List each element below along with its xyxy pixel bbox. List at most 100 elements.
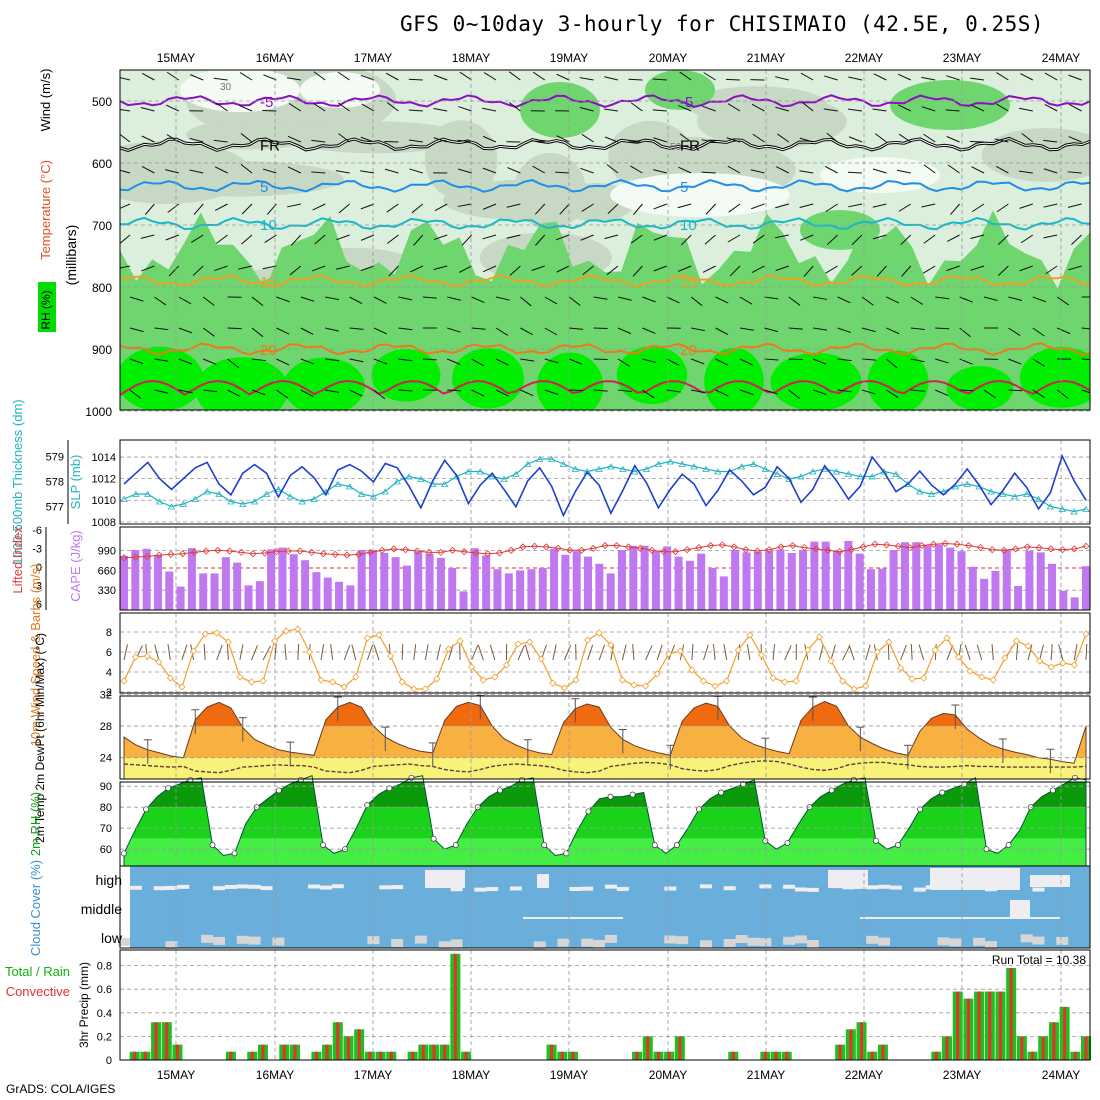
wind-barb <box>360 265 375 272</box>
lifted-index-point <box>648 546 656 554</box>
wind-barb <box>604 136 619 143</box>
wind-barb <box>1056 389 1069 399</box>
lifted-index-point <box>284 547 292 555</box>
wind-speed-point <box>746 631 754 639</box>
wind-barb-10m <box>563 645 572 661</box>
wind-barb <box>325 358 340 362</box>
cape-bar <box>912 542 921 610</box>
thickness-point <box>369 493 378 500</box>
wind-speed-point <box>526 638 534 646</box>
wind-barb <box>630 234 643 244</box>
wind-barb <box>241 203 253 215</box>
lifted-index-point <box>237 548 245 556</box>
precip-bar-convective <box>1084 1036 1088 1060</box>
wind-barb <box>593 296 608 300</box>
lifted-index-point <box>753 547 762 555</box>
wind-barb-10m <box>712 644 716 661</box>
wind-barb <box>238 104 253 112</box>
upper-air-field: -5-5FRFR55101015152020305070 <box>120 70 1090 410</box>
wind-barb <box>848 136 863 143</box>
wind-barb <box>617 296 632 301</box>
wind-barb <box>559 203 570 215</box>
wind-barb <box>1008 358 1022 365</box>
wind-barb <box>214 203 228 211</box>
precip-bar-convective <box>325 1044 329 1060</box>
cloud-level-label: low <box>101 930 123 946</box>
wind-speed-point <box>676 647 684 655</box>
run-total-label: Run Total = 10.38 <box>992 953 1087 967</box>
thickness-tick-label: 579 <box>46 452 64 464</box>
wind-barb <box>1043 139 1058 143</box>
wind-barb <box>872 234 887 240</box>
wind-barb <box>325 389 340 393</box>
wind-speed-point <box>839 677 847 685</box>
wind-barb <box>580 234 594 241</box>
wind-barb <box>630 102 643 112</box>
cape-bar <box>595 563 604 610</box>
cape-bar <box>742 552 751 610</box>
wind-barb <box>1008 389 1023 392</box>
wind-barb <box>482 203 497 210</box>
wind-barb <box>544 358 559 364</box>
wind-barb <box>837 296 851 304</box>
precip-bar-convective <box>1031 1051 1035 1060</box>
cape-bar <box>606 573 615 610</box>
lifted-index-point <box>988 546 996 554</box>
wind-barb <box>288 103 302 112</box>
precip-panel <box>120 950 1091 1060</box>
lifted-index-point <box>308 548 316 556</box>
precip-bar-convective <box>1073 1051 1077 1060</box>
precip-bar-convective <box>966 998 970 1060</box>
wind-barb <box>398 327 413 331</box>
lifted-index-point <box>707 541 715 550</box>
wind-speed-point <box>132 653 140 661</box>
precip-bar-convective <box>175 1044 179 1060</box>
low-cloud-gap <box>450 939 463 948</box>
wind-barb-10m <box>656 644 663 661</box>
wind-barb <box>764 358 779 361</box>
wind-barb-10m <box>262 645 271 661</box>
wind-barb <box>262 139 277 143</box>
wind-barb <box>459 71 472 81</box>
lifted-index-point <box>718 541 726 549</box>
wind-barb <box>921 106 936 112</box>
wind-barb <box>165 104 180 112</box>
low-cloud-gap <box>604 934 617 943</box>
thickness-point <box>678 460 686 467</box>
wind-speed-point <box>827 657 835 665</box>
cape-bar <box>640 545 649 610</box>
wind-barb <box>213 77 228 81</box>
wind-barb <box>799 203 814 209</box>
precip-bar-convective <box>977 991 981 1060</box>
rh-point <box>386 785 393 792</box>
wind-barb-10m <box>401 643 404 661</box>
wind-barb-10m <box>964 644 971 661</box>
high-cloud-gap <box>308 884 321 889</box>
precip-bar-convective <box>1041 1036 1045 1060</box>
wind-barb-10m <box>167 644 171 661</box>
rh-band-mid <box>124 807 1086 839</box>
wind-barb <box>287 135 302 143</box>
cape-bar <box>391 557 400 610</box>
wind-barb <box>166 71 180 81</box>
wind-barb <box>141 135 155 143</box>
wind-barb <box>1067 203 1082 208</box>
wind-barb-10m <box>366 644 374 661</box>
cloud-clear-patch <box>1010 900 1030 918</box>
thickness-point <box>262 490 271 497</box>
wind-barb <box>556 265 570 273</box>
wind-barb <box>970 234 985 239</box>
wind-barb <box>606 265 619 276</box>
wind-speed-point <box>873 648 881 656</box>
wind-barb-10m <box>489 644 496 661</box>
wind-barb <box>422 296 437 299</box>
wind-barb <box>555 171 570 174</box>
wind-barb <box>946 136 960 143</box>
lifted-index-point <box>976 544 984 552</box>
wind-barb <box>240 133 253 143</box>
thickness-point <box>987 488 995 495</box>
wind-barb <box>1081 389 1090 394</box>
lifted-index-point <box>589 544 597 552</box>
x-date-label-bottom: 23MAY <box>943 1068 981 1082</box>
